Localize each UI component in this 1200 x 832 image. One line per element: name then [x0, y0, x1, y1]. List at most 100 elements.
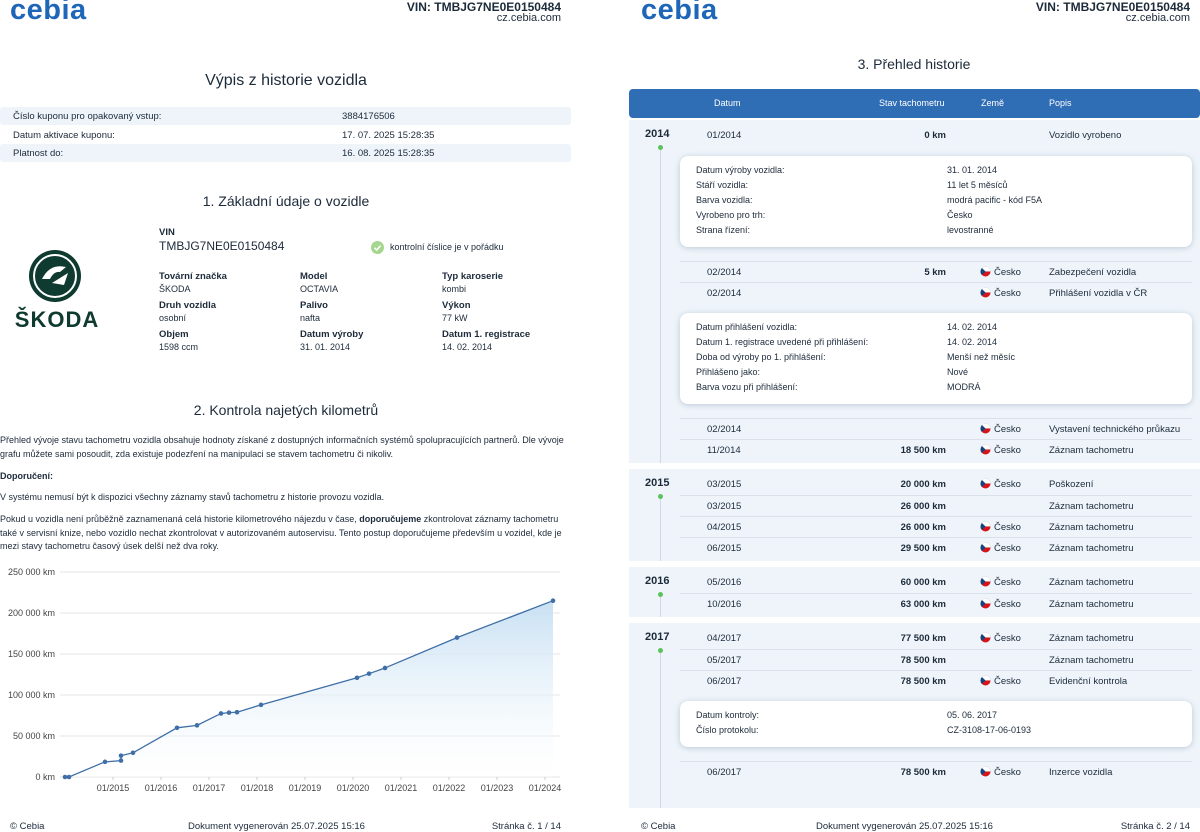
detail-value: Česko [947, 210, 973, 220]
flag-icon [980, 444, 991, 455]
row-date: 03/2015 [707, 479, 742, 490]
row-country: Česko [994, 424, 1021, 435]
row-date: 06/2017 [707, 767, 742, 778]
footer-page: Stránka č. 2 / 14 [1120, 821, 1190, 832]
detail-line: Doba od výroby po 1. přihlášení: Menší ne… [696, 351, 1176, 366]
y-tick-label: 200 000 km [8, 608, 55, 618]
detail-value: modrá pacific - kód F5A [947, 195, 1043, 205]
paragraph: V systému nemusí být k dispozici všechny… [0, 492, 385, 502]
timeline [660, 593, 661, 617]
row-desc: Záznam tachometru [1049, 577, 1134, 588]
year-section: 2016 05/2016 60 000 km Česko Záznam tachomet… [629, 567, 1200, 617]
history-row: 04/2017 77 500 km Česko Záznam tachometru [680, 628, 1192, 649]
header-site: cz.cebia.com [1125, 12, 1190, 24]
row-date: 06/2017 [707, 676, 742, 687]
year-section: 2014 01/2014 0 km Vozidlo vyrobeno Datum výr… [629, 120, 1200, 463]
row-country: Česko [994, 599, 1021, 610]
detail-line: Barva vozidla: modrá pacific - kód F5A [696, 194, 1176, 209]
timeline-dot [658, 648, 663, 653]
y-tick-label: 150 000 km [8, 649, 55, 659]
history-row: 10/2016 63 000 km Česko Záznam tachometru [680, 593, 1192, 614]
detail-value: 11 let 5 měsíců [947, 180, 1008, 190]
history-row: 03/2015 20 000 km Česko Poškození [680, 474, 1192, 495]
detail-value: 05. 06. 2017 [947, 710, 998, 720]
page-title: 3. Přehled historie [857, 56, 971, 72]
footer-page: Stránka č. 1 / 14 [491, 821, 561, 832]
coupon-value: 16. 08. 2025 15:28:35 [342, 148, 435, 159]
history-row: 05/2017 78 500 km Záznam tachometru [680, 649, 1192, 670]
x-tick-label: 01/2024 [529, 783, 562, 793]
recommendation-label: Doporučení: [0, 471, 53, 481]
row-desc: Záznam tachometru [1049, 633, 1134, 644]
point [118, 758, 124, 763]
row-country: Česko [994, 543, 1021, 554]
year-section: 2017 04/2017 77 500 km Česko Záznam tachomet… [629, 623, 1200, 808]
flag-blue [980, 522, 986, 531]
detail-box: Datum kontroly: 05. 06. 2017 Číslo protoko… [680, 701, 1192, 747]
point [62, 774, 68, 780]
year-label: 2015 [645, 477, 670, 489]
coupon-label: Datum aktivace kuponu: [13, 129, 115, 141]
point [366, 671, 372, 676]
point [66, 774, 72, 780]
field-label: Datum 1. registrace [442, 329, 531, 340]
vin-value: TMBJG7NE0E0150484 [159, 239, 285, 253]
field-value: 14. 02. 2014 [442, 342, 493, 352]
detail-line: Datum 1. registrace uvedené při přihláše… [696, 336, 1176, 351]
point [454, 635, 460, 640]
paragraph: Přehled vývoje stavu tachometru vozidla … [0, 435, 564, 459]
detail-label: Datum 1. registrace uvedené při přihláše… [696, 337, 869, 347]
flag-blue [980, 424, 986, 433]
detail-value: MODRÁ [947, 382, 981, 392]
detail-line: Datum výroby vozidla: 31. 01. 2014 [696, 164, 1176, 179]
detail-value: 31. 01. 2014 [947, 165, 998, 175]
header-vin: VIN: TMBJG7NE0E0150484 [1035, 0, 1190, 14]
flag-blue [980, 445, 986, 454]
coupon-row: Platnost do: 16. 08. 2025 15:28:35 [0, 144, 571, 162]
detail-value: levostranné [947, 225, 994, 235]
flag-blue [980, 288, 986, 297]
row-country: Česko [994, 577, 1021, 588]
detail-line: Číslo protokolu: CZ-3108-17-06-0193 [696, 724, 1176, 739]
row-country: Česko [994, 633, 1021, 644]
detail-label: Barva vozidla: [696, 195, 753, 205]
footer-copyright: © Cebia [641, 821, 676, 832]
field-value: kombi [442, 284, 467, 294]
detail-label: Datum kontroly: [696, 710, 760, 720]
flag-blue [980, 479, 986, 488]
y-tick-label: 100 000 km [8, 690, 55, 700]
detail-label: Číslo protokolu: [696, 725, 759, 735]
flag-blue [980, 676, 986, 685]
y-tick-label: 0 km [35, 772, 55, 782]
row-km: 78 500 km [900, 676, 946, 687]
detail-line: Vyrobeno pro trh: Česko [696, 209, 1176, 224]
paragraph: Pokud u vozidla není průběžně zaznamenan… [0, 513, 573, 554]
brand-logo: ŠKODA [15, 250, 98, 332]
detail-line: Datum kontroly: 05. 06. 2017 [696, 709, 1176, 724]
field-label: Druh vozidla [159, 300, 217, 311]
coupon-label: Číslo kuponu pro opakovaný vstup: [13, 111, 162, 122]
flag-icon [980, 675, 991, 686]
detail-value: 14. 02. 2014 [947, 337, 998, 347]
row-date: 10/2016 [707, 599, 742, 610]
row-km: 77 500 km [900, 633, 946, 644]
history-row: 02/2014 5 km Česko Zabezpečení vozidla [680, 261, 1192, 282]
point [174, 725, 180, 731]
row-km: 5 km [924, 267, 946, 278]
field-value: 31. 01. 2014 [300, 342, 351, 352]
history-table: 2014 01/2014 0 km Vozidlo vyrobeno Datum výr… [629, 120, 1200, 814]
history-row: 02/2014 Česko Vystavení technického průkaz… [680, 418, 1192, 439]
field-value: 1598 ccm [159, 342, 199, 352]
x-tick-label: 01/2018 [241, 783, 274, 793]
header-site: cz.cebia.com [496, 12, 561, 24]
row-desc: Evidenční kontrola [1049, 676, 1128, 687]
row-desc: Zabezpečení vozidla [1049, 267, 1137, 278]
section-heading: 1. Základní údaje o vozidle [202, 193, 370, 209]
text: zkontrolovat záznamy tachometru také v s… [0, 514, 562, 552]
row-desc: Záznam tachometru [1049, 522, 1134, 533]
row-country: Česko [994, 288, 1021, 299]
row-km: 26 000 km [900, 522, 946, 533]
row-date: 02/2014 [707, 267, 742, 278]
coupon-row: Číslo kuponu pro opakovaný vstup: 3884176… [0, 107, 571, 125]
